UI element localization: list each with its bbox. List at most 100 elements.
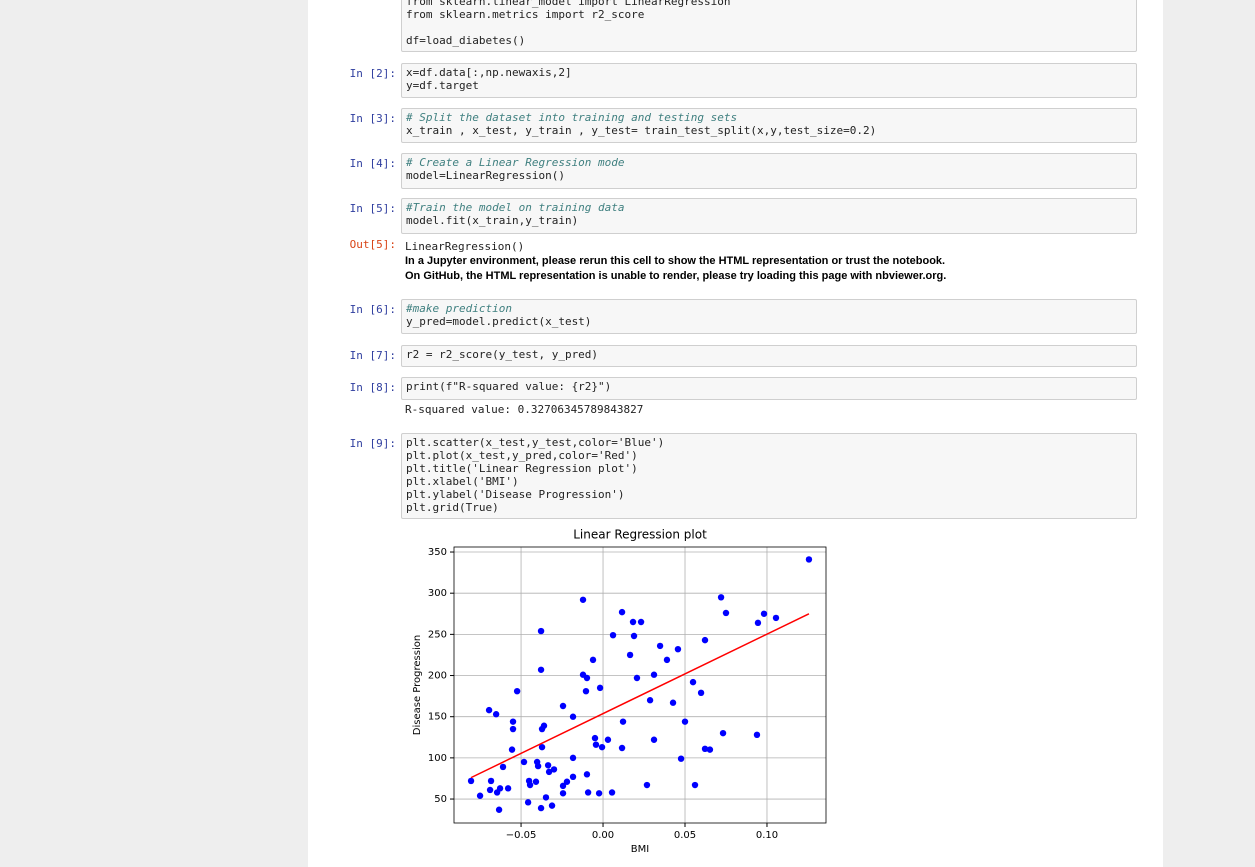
cell-prompt: In [5]: (349, 202, 396, 215)
code-line: plt.xlabel('BMI') (406, 475, 519, 488)
scatter-point (467, 777, 475, 785)
code-cell: # Create a Linear Regression mode model=L… (401, 153, 1137, 189)
scatter-point (650, 671, 658, 678)
scatter-point (520, 758, 528, 766)
code-cell: print(f"R-squared value: {r2}") (401, 377, 1137, 400)
scatter-point (542, 794, 550, 801)
scatter-point (534, 762, 542, 770)
chart-title: Linear Regression plot (573, 528, 707, 542)
x-axis-label: BMI (631, 844, 649, 855)
scatter-point (538, 743, 546, 751)
y-tick-label: 200 (428, 671, 447, 682)
scatter-point (526, 781, 534, 789)
scatter-point (569, 773, 577, 781)
regression-line (470, 613, 810, 779)
scatter-point (509, 725, 517, 733)
scatter-point (609, 631, 617, 639)
code-cell: r2 = r2_score(y_test, y_pred) (401, 345, 1137, 367)
output-prompt: Out[5]: (349, 238, 396, 251)
scatter-point (646, 697, 654, 704)
cell-prompt: In [3]: (349, 112, 396, 125)
scatter-point (701, 745, 709, 753)
y-tick-label: 100 (428, 753, 447, 764)
scatter-point (495, 806, 503, 813)
scatter-point (717, 594, 725, 601)
code-line: from sklearn.linear_model import LinearR… (406, 0, 731, 8)
scatter-point (633, 674, 641, 682)
scatter-point (706, 746, 714, 753)
scatter-point (650, 736, 658, 743)
scatter-point (618, 608, 626, 616)
y-tick-label: 300 (428, 588, 447, 599)
scatter-point (772, 614, 780, 622)
scatter-point (754, 619, 762, 627)
output-note: On GitHub, the HTML representation is un… (405, 270, 947, 282)
cell-prompt: In [7]: (349, 349, 396, 362)
scatter-point (805, 556, 813, 563)
scatter-point (485, 706, 493, 714)
code-line: # Create a Linear Regression mode (406, 156, 625, 169)
scatter-point (589, 656, 597, 664)
scatter-point (504, 785, 512, 792)
code-line: from sklearn.metrics import r2_score (406, 8, 645, 21)
code-line: #make prediction (406, 302, 512, 315)
scatter-point (582, 687, 590, 695)
scatter-point (583, 771, 591, 778)
scatter-point (619, 718, 627, 725)
scatter-point (532, 778, 540, 785)
code-line: plt.ylabel('Disease Progression') (406, 488, 625, 501)
scatter-point (513, 687, 521, 695)
x-tick-label: 0.05 (674, 830, 696, 841)
y-tick-label: 250 (428, 629, 447, 640)
code-cell: x=df.data[:,np.newaxis,2] y=df.target (401, 63, 1137, 98)
scatter-point (499, 763, 507, 771)
scatter-point (669, 699, 677, 706)
scatter-point (753, 731, 761, 739)
code-line: plt.title('Linear Regression plot') (406, 462, 638, 475)
scatter-point (596, 684, 604, 692)
code-line: plt.scatter(x_test,y_test,color='Blue') (406, 436, 665, 449)
scatter-point (486, 786, 494, 794)
x-tick-label: 0.00 (592, 830, 614, 841)
scatter-point (550, 766, 558, 773)
scatter-point (496, 785, 504, 792)
code-cell: plt.scatter(x_test,y_test,color='Blue')p… (401, 433, 1137, 519)
scatter-point (540, 722, 548, 729)
scatter-point (629, 618, 637, 626)
scatter-point (643, 781, 651, 789)
code-line: #Train the model on training data (406, 201, 625, 214)
cell-prompt: In [2]: (349, 67, 396, 80)
scatter-point (508, 746, 516, 753)
scatter-point (592, 741, 600, 748)
scatter-point (604, 736, 612, 743)
scatter-point (563, 778, 571, 785)
x-tick-label: −0.05 (506, 830, 537, 841)
code-line: y_pred=model.predict(x_test) (406, 315, 592, 328)
output-line: LinearRegression() (405, 240, 525, 253)
scatter-point (509, 718, 517, 725)
scatter-point (537, 666, 545, 673)
scatter-point (637, 618, 645, 626)
scatter-point (691, 781, 699, 789)
code-line: model.fit(x_train,y_train) (406, 214, 579, 227)
code-line: # Split the dataset into training and te… (406, 111, 738, 124)
scatter-point (584, 789, 592, 796)
scatter-point (656, 642, 664, 650)
scatter-point (559, 702, 567, 710)
scatter-point (722, 609, 730, 617)
scatter-point (544, 762, 552, 769)
scatter-point (618, 744, 626, 752)
code-line: df=load_diabetes() (406, 34, 526, 47)
scatter-point (569, 754, 577, 762)
scatter-point (701, 636, 709, 644)
scatter-point (579, 596, 587, 603)
output-note: In a Jupyter environment, please rerun t… (405, 255, 946, 267)
code-line: print(f"R-squared value: {r2}") (406, 380, 612, 393)
x-tick-label: 0.10 (756, 830, 778, 841)
code-line: r2 = r2_score(y_test, y_pred) (406, 348, 599, 361)
scatter-point (674, 645, 682, 653)
y-tick-label: 50 (434, 794, 447, 805)
y-tick-label: 350 (428, 547, 447, 558)
y-axis-label: Disease Progression (412, 635, 423, 735)
